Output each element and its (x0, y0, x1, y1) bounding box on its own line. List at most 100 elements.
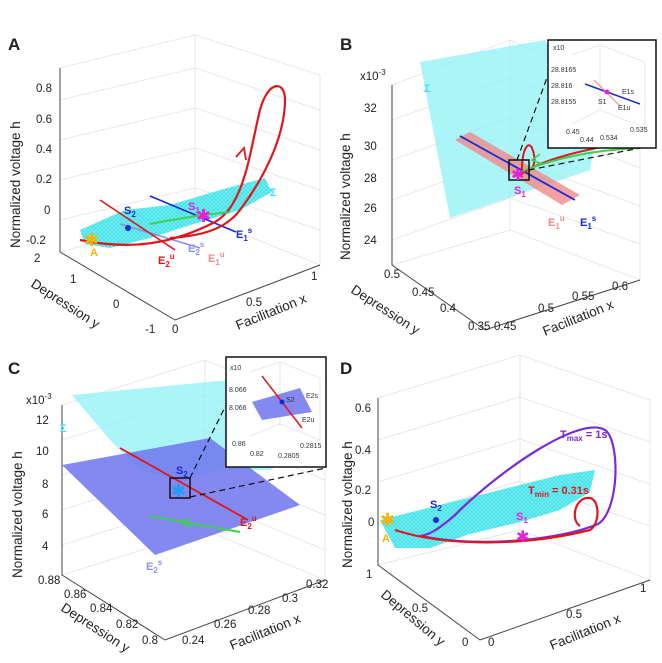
panel-a-gridlines (59, 67, 321, 231)
panel-a-sigma-label: Σ (270, 187, 277, 199)
panel-b-scale: x10-3 (360, 68, 386, 83)
panel-b-inset-xtick: 0.534 (600, 135, 618, 142)
panel-b-xtick: 0.5 (538, 303, 554, 315)
panel-a-ztick: 0.4 (36, 144, 53, 156)
panel-c-zoom-line (189, 404, 227, 479)
panel-d-s2-label: S2 (430, 499, 442, 513)
panel-d-xlabel: Facilitation x (548, 611, 623, 653)
panel-d-ztick: 0.2 (355, 485, 371, 497)
panel-c-ytick: 0.82 (116, 619, 138, 631)
panel-b-inset-s1-marker (604, 89, 610, 95)
panel-c-xtick: 0.24 (182, 635, 205, 647)
panel-b-xtick: 0.45 (494, 321, 516, 333)
panel-c-inset-xtick: 0.2815 (300, 443, 322, 450)
panel-d-ztick: 0.6 (355, 403, 371, 415)
panel-c-xtick: 0.3 (282, 593, 298, 605)
panel-c-inset-xtick: 0.86 (232, 441, 246, 448)
panel-b-arrow (530, 153, 543, 165)
panel-a-orbit (79, 84, 287, 246)
panel-d-zlabel: Normalized voltage h (340, 441, 355, 568)
panel-c-e2s-label: E2s (146, 558, 163, 575)
panel-a-s2-label: S2 (124, 205, 136, 219)
panel-c-s2-label: S2 (176, 465, 188, 479)
panel-c-inset-ztick: 8.066 (229, 387, 247, 394)
panel-c-ztick: 12 (36, 415, 49, 427)
panel-b-green-curve (519, 147, 641, 173)
panel-c-ztick: 6 (42, 509, 48, 521)
panel-c-inset-xtick: 0.82 (250, 451, 264, 458)
panel-b-inset-e1s-line (584, 83, 641, 105)
panel-c-inset-s2-label: S2 (286, 397, 295, 404)
panel-b-inset-s1-label: S1 (598, 99, 607, 106)
panel-b-zlabel: Normalized voltage h (338, 133, 353, 260)
panel-b-zoom-line (528, 147, 641, 171)
panel-c-green-line (149, 515, 241, 533)
panel-c-arrow (180, 517, 193, 528)
panel-c-ztick: 4 (42, 541, 49, 553)
panel-a-s2-marker (125, 225, 131, 231)
panel-a-ztick: 0.8 (36, 83, 52, 95)
panel-d-tmin-orbit (394, 496, 599, 544)
panel-a-ztick: 0.2 (36, 174, 52, 186)
panel-b-ztick: 28 (364, 173, 377, 185)
panel-b-ytick: 0.45 (412, 287, 434, 299)
panel-c-zoom-box (169, 477, 191, 499)
panel-d-a-label: A (382, 533, 390, 545)
panel-c-axes (61, 405, 326, 641)
panel-c-ytick: 0.88 (38, 575, 60, 587)
panel-d-xtick: 0 (488, 637, 494, 649)
panel-a-ytick: -1 (145, 324, 155, 336)
panel-b: B x10-3 32 30 28 26 24 0.5 0.45 0.4 0.35… (338, 35, 657, 339)
panel-c-ytick: 0.84 (90, 603, 113, 615)
panel-d-s1-marker: ✱ (516, 529, 529, 546)
panel-b-red-loop (521, 144, 536, 171)
panel-b-e1s-label: E1s (580, 214, 597, 231)
panel-c-ytick: 0.86 (64, 589, 86, 601)
panel-b-ztick: 30 (364, 141, 377, 153)
panel-a-ytick: 2 (34, 253, 40, 265)
panel-a: A 0.8 0.6 0.4 0.2 0 -0.2 2 1 0 -1 0 0.5 … (8, 34, 321, 336)
panel-c-xtick: 0.28 (248, 605, 270, 617)
panel-d-letter: D (340, 359, 352, 378)
panel-b-ztick: 24 (364, 235, 377, 247)
panel-d-ztick: 0.4 (355, 445, 372, 457)
panel-d-tmax-label: Tmax = 1s (560, 429, 608, 443)
panel-a-ztick: 0 (44, 205, 50, 217)
panel-a-xtick: 1 (311, 271, 317, 283)
panel-b-sigma-label: Σ (424, 83, 431, 95)
panel-b-s1-label: S1 (514, 185, 526, 199)
panel-a-axes (59, 68, 321, 321)
panel-a-s1-label: S1 (188, 201, 200, 215)
panel-b-s1-marker: ✱ (511, 167, 524, 184)
panel-a-arrow (235, 145, 247, 161)
panel-b-inset (547, 39, 657, 149)
panel-c-inset-e2s-label: E2s (306, 393, 319, 400)
panel-a-e2u-label: E2u (158, 252, 175, 269)
panel-b-ytick: 0.5 (384, 269, 400, 281)
panel-d-ztick: 0 (368, 517, 374, 529)
panel-c-letter: C (8, 359, 20, 378)
panel-c-e2u-label: E2u (240, 514, 257, 531)
panel-a-xlabel: Facilitation x (234, 291, 309, 333)
panel-d-s2-marker (433, 517, 439, 523)
panel-b-inset-xtick: 0.45 (566, 129, 580, 136)
panel-b-ztick: 32 (364, 103, 377, 115)
panel-b-inset-scale: x10 (553, 45, 564, 52)
panel-b-ztick: 26 (364, 203, 377, 215)
panel-a-ztick: -0.2 (26, 235, 46, 247)
panel-b-zoom-line (516, 74, 549, 161)
panel-b-inset-xtick: 0.535 (630, 127, 648, 134)
panel-b-inset-ztick: 28.8165 (551, 67, 576, 74)
panel-a-xtick: 0 (172, 324, 178, 336)
panel-c-zoom-line (189, 467, 327, 498)
panel-b-e1u-label: E1u (548, 214, 565, 231)
panel-b-inset-xtick: 0.44 (580, 137, 594, 144)
panel-b-inset-e1u-label: E1u (618, 105, 631, 112)
panel-c-xtick: 0.32 (306, 579, 328, 591)
panel-b-inset-ztick: 28.816 (551, 83, 573, 90)
panel-c-sigma-label: Σ (60, 423, 67, 435)
panel-b-e1s-line (459, 135, 576, 201)
panel-b-axes (391, 85, 641, 331)
panel-c-ztick: 10 (36, 446, 49, 458)
